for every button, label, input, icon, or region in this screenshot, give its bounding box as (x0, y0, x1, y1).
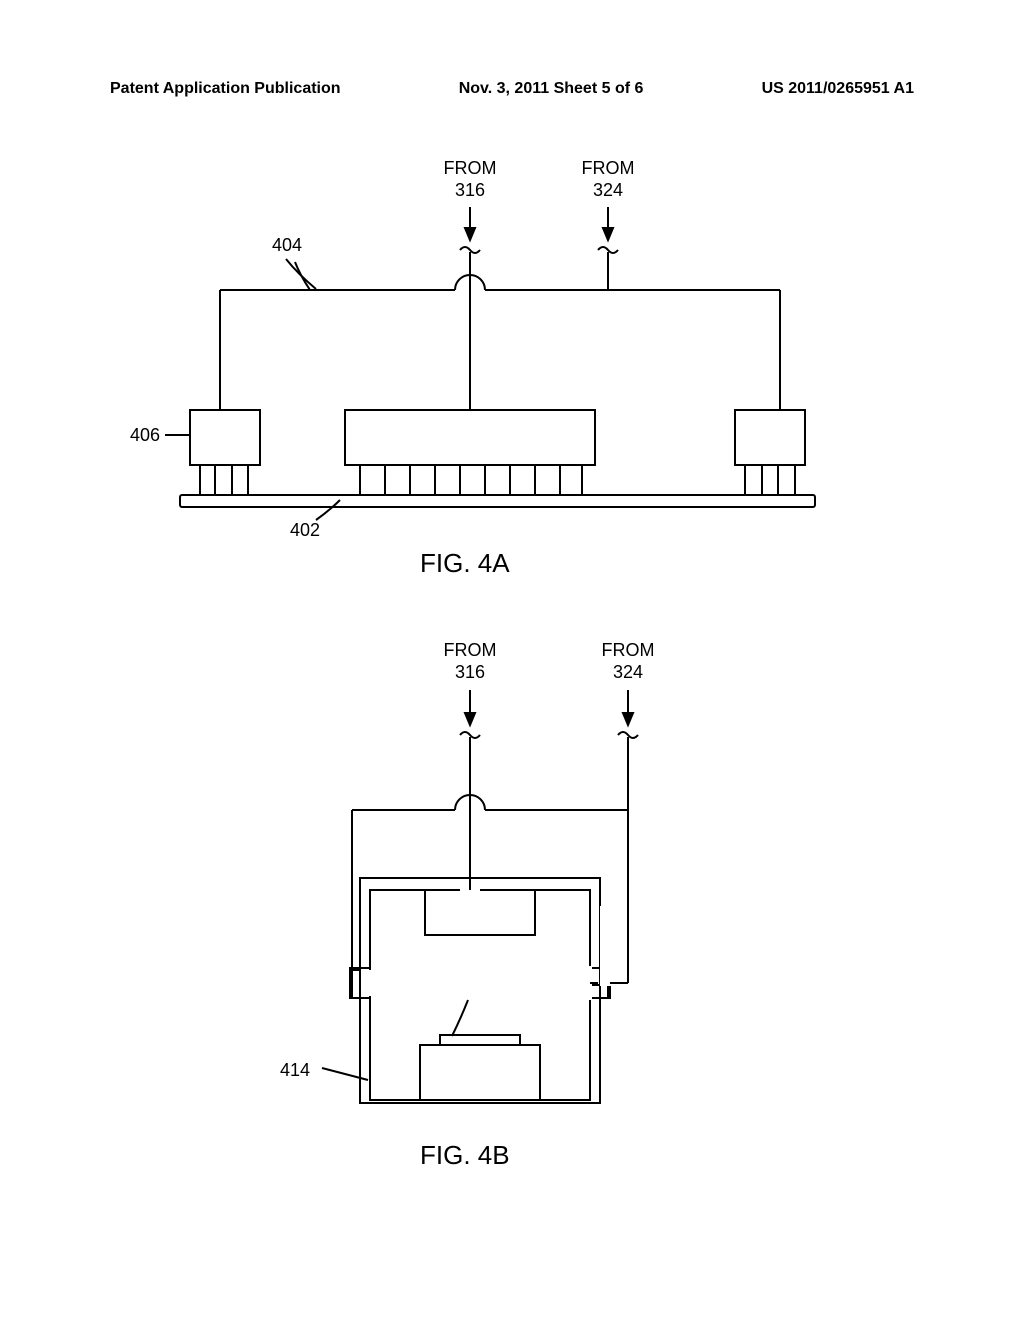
figB-title: FIG. 4B (420, 1140, 510, 1171)
figB-svg (0, 620, 1024, 1320)
figA-svg (0, 0, 1024, 600)
figA-title: FIG. 4A (420, 548, 510, 579)
page: Patent Application Publication Nov. 3, 2… (0, 0, 1024, 1320)
